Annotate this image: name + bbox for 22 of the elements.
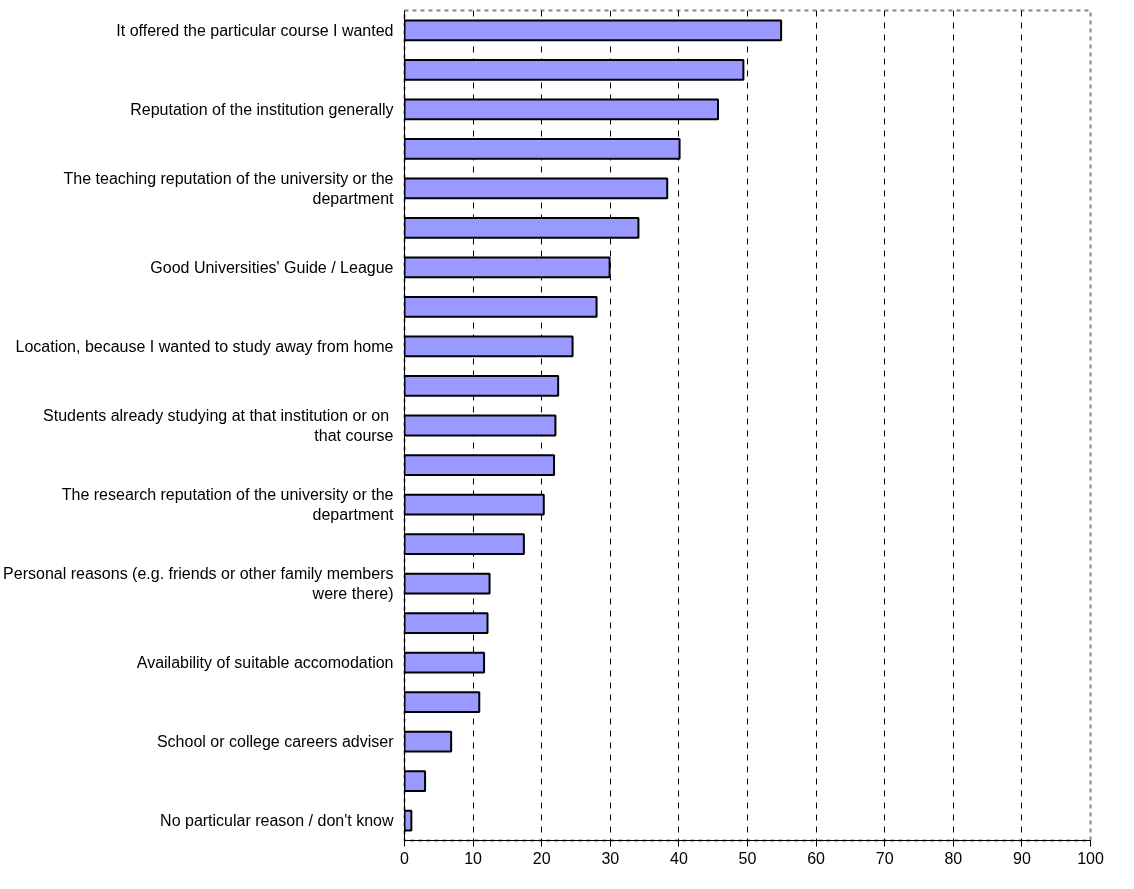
x-tick-label: 90 [1013,849,1031,867]
x-tick-label: 70 [875,849,894,867]
x-tick-label: 40 [670,849,688,867]
y-tick-label: Location, because I wanted to study away from home [15,337,394,355]
y-tick-label: The teaching reputation of the university or the department [63,169,395,208]
x-tick-label: 0 [400,849,410,867]
y-tick-label: Students already studying at that institution or on that course [43,406,394,445]
y-tick-label: School or college careers adviser [156,733,395,751]
y-tick-label: No particular reason / don't know [160,812,394,830]
y-tick-label: Personal reasons (e.g. friends or other family members were there) [3,564,394,603]
x-tick-label: 10 [464,849,483,867]
y-tick-label: Availability of suitable accomodation [136,654,394,672]
x-tick-label: 20 [532,849,551,867]
x-tick-label: 30 [601,849,620,867]
x-tick-label: 50 [738,849,757,867]
y-tick-label: Reputation of the institution generally [130,100,394,118]
x-tick-label: 80 [944,849,963,867]
x-tick-label: 100 [1077,849,1104,867]
y-tick-label: Good Universities' Guide / League [150,258,394,276]
x-tick-label: 60 [807,849,826,867]
y-tick-label: It offered the particular course I wanted [116,21,394,39]
y-tick-label: The research reputation of the university or the department [61,485,395,524]
